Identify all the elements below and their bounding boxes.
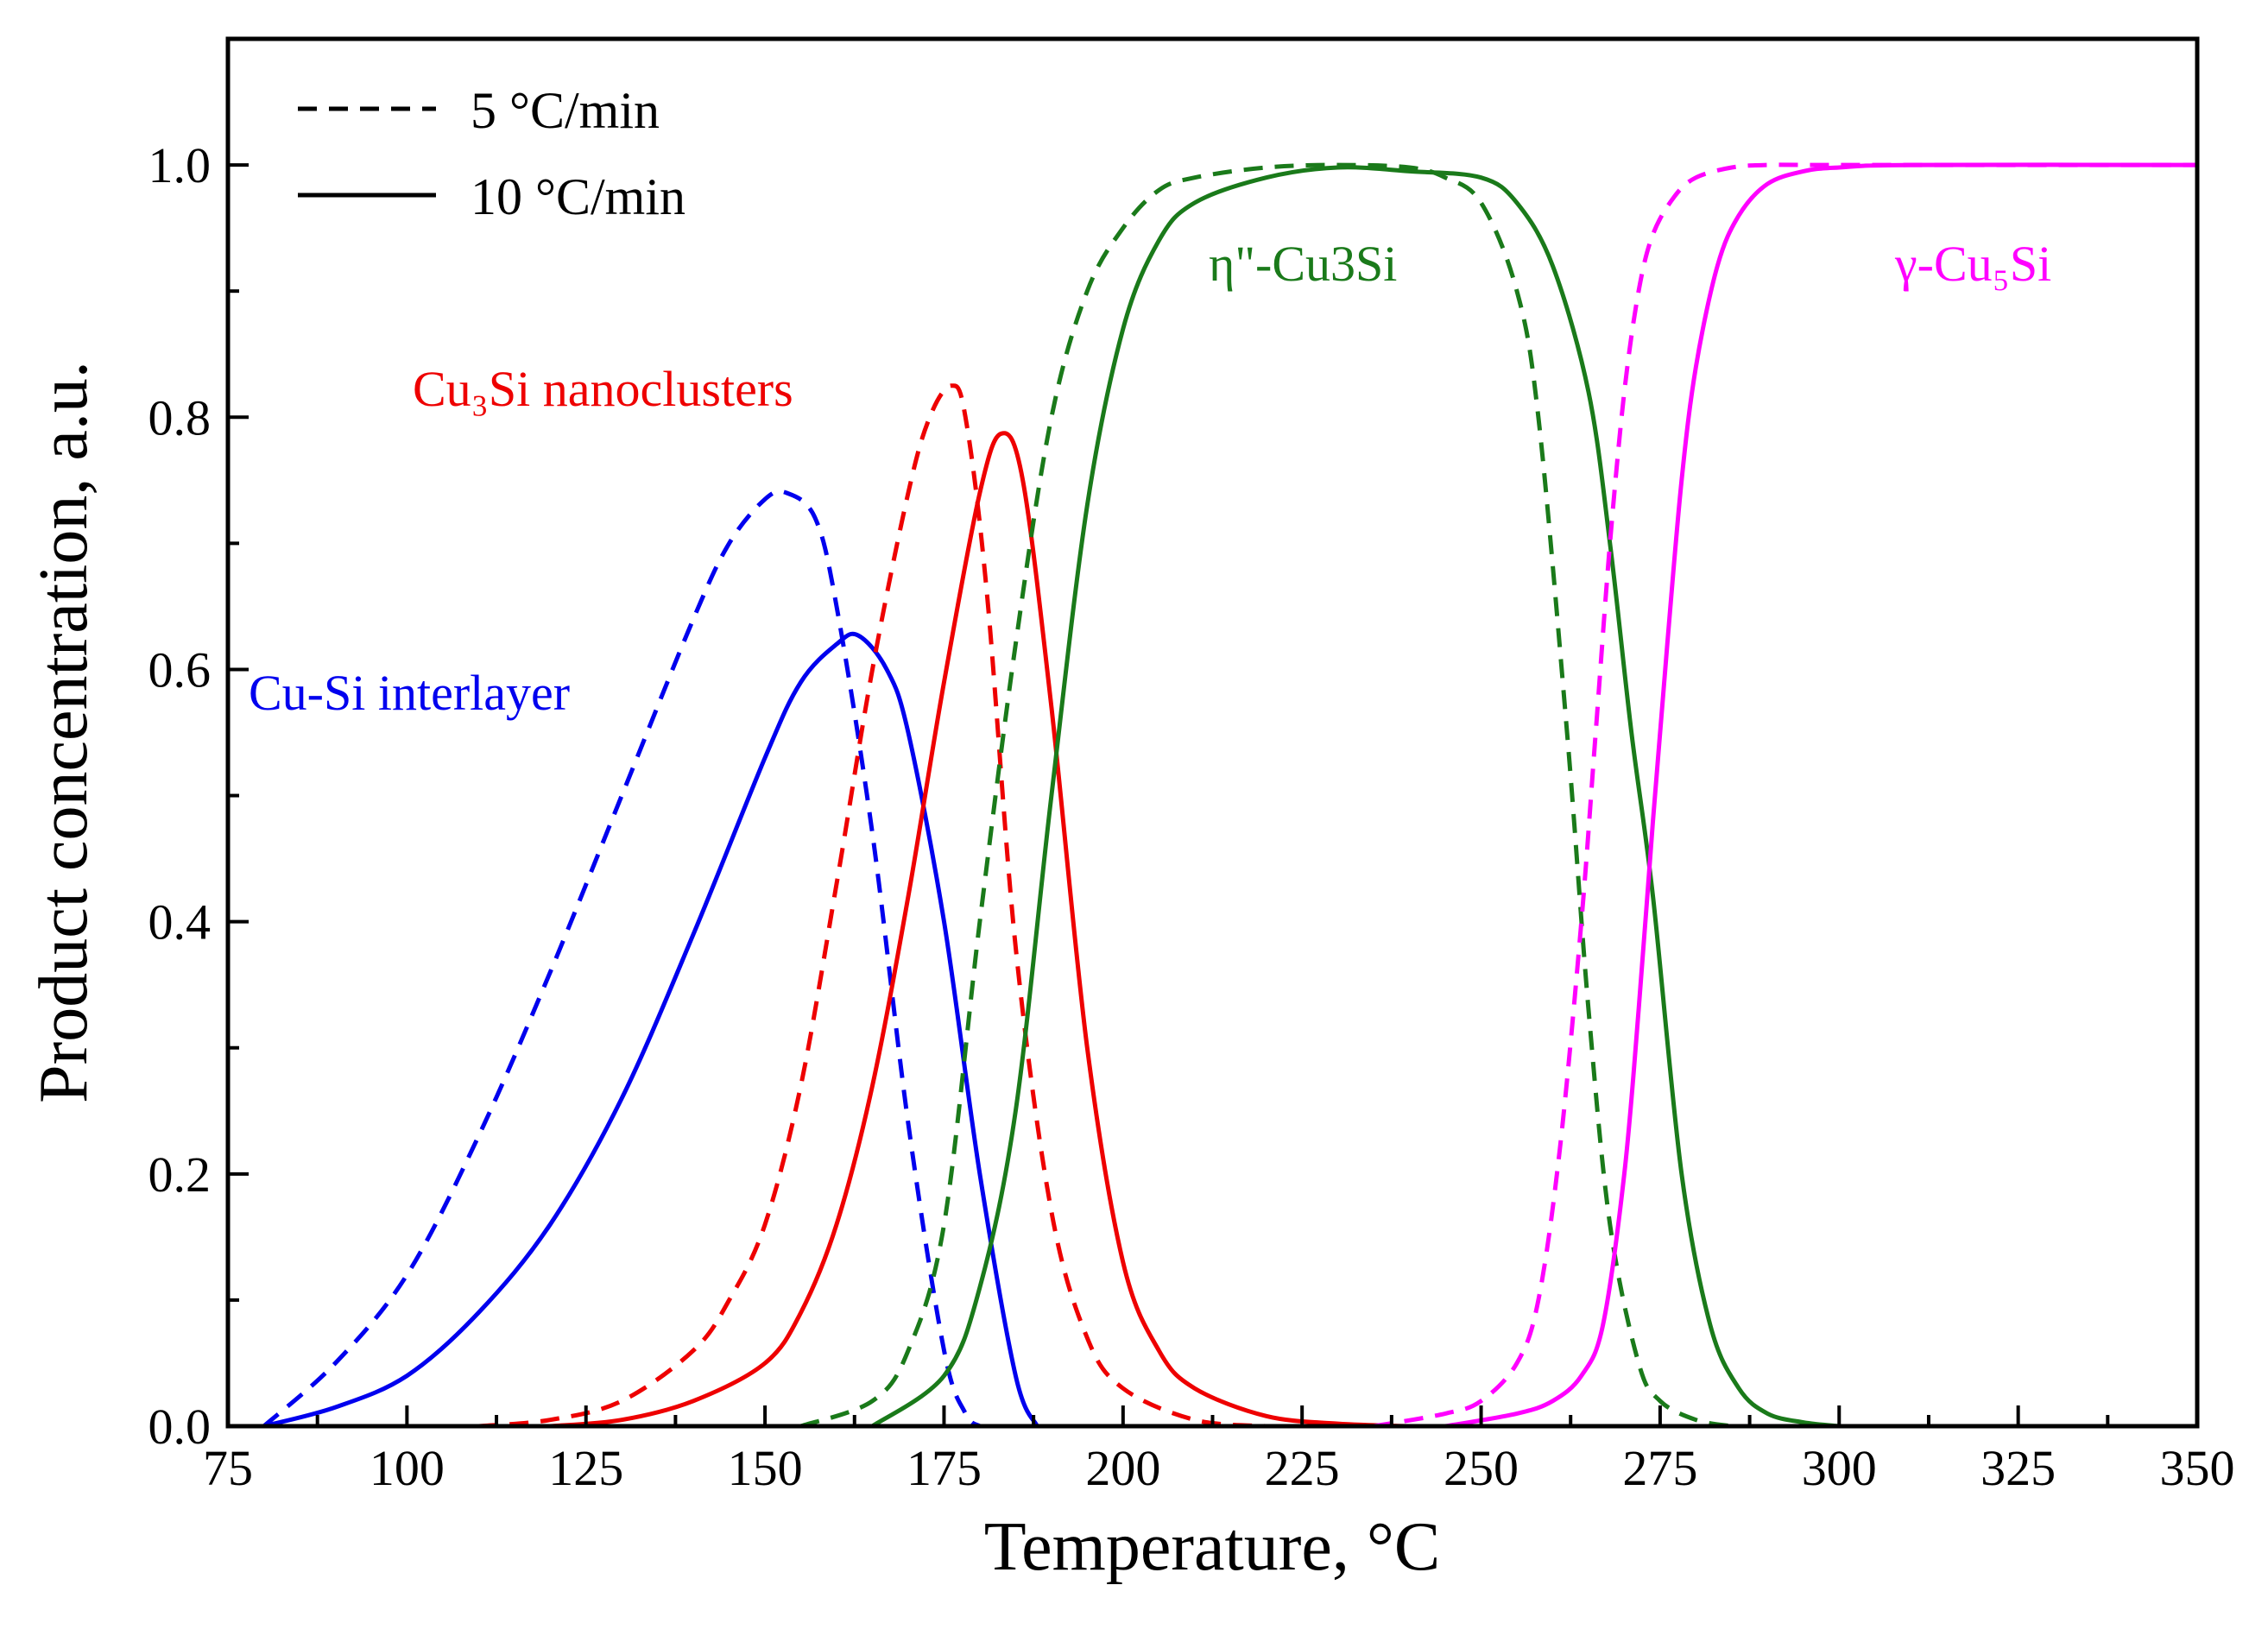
annotation-cu3si-nanoclusters: Cu₃Si nanoclusters [413, 361, 793, 417]
x-tick-label: 225 [1265, 1440, 1340, 1496]
y-tick-label: 0.4 [148, 894, 212, 950]
y-tick-label: 0.6 [148, 641, 212, 698]
y-tick-label: 1.0 [148, 137, 212, 193]
x-tick-label: 325 [1981, 1440, 2056, 1496]
ticks-layer: 75 100 125 150 175 200 225 250 275 300 325 350 0.0 0.… [148, 137, 2235, 1496]
annotation-cu-si-interlayer: Cu-Si interlayer [249, 665, 570, 721]
y-tick-label: 0.0 [148, 1399, 212, 1455]
x-tick-label: 100 [370, 1440, 445, 1496]
y-tick-label: 0.8 [148, 389, 212, 445]
x-tick-label: 275 [1622, 1440, 1697, 1496]
x-tick-label: 75 [203, 1440, 253, 1496]
series-line-2 [478, 383, 1267, 1429]
x-tick-label: 175 [907, 1440, 982, 1496]
annotations: Cu-Si interlayer Cu₃Si nanoclusters η"-C… [249, 236, 2051, 721]
series-line-0 [262, 489, 982, 1429]
x-tick-label: 200 [1085, 1440, 1160, 1496]
annotation-eta-cu3si: η"-Cu3Si [1209, 236, 1397, 292]
x-tick-label: 300 [1802, 1440, 1877, 1496]
series-layer [262, 162, 2198, 1429]
x-axis-title: Temperature, °C [984, 1509, 1440, 1585]
legend-label-10: 10 °C/min [471, 168, 685, 225]
x-tick-label: 350 [2160, 1440, 2235, 1496]
legend: 5 °C/min 10 °C/min [298, 82, 685, 225]
series-line-7 [1444, 162, 2198, 1429]
series-line-1 [262, 631, 1039, 1429]
legend-label-5: 5 °C/min [471, 82, 660, 139]
x-tick-label: 150 [728, 1440, 803, 1496]
series-line-6 [1373, 162, 2197, 1429]
x-tick-label: 250 [1444, 1440, 1519, 1496]
series-line-3 [550, 431, 1410, 1429]
series-line-5 [871, 165, 1840, 1429]
series-line-4 [799, 162, 1733, 1429]
y-axis-title: Product concentration, a.u. [26, 361, 102, 1103]
y-tick-label: 0.2 [148, 1146, 212, 1203]
annotation-gamma-cu5si: γ-Cu₅Si [1894, 236, 2051, 292]
x-tick-label: 125 [548, 1440, 623, 1496]
